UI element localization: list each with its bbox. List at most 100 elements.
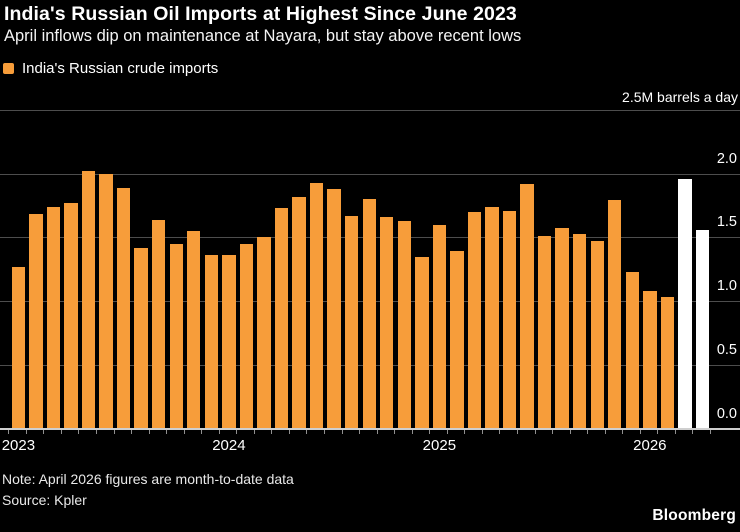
x-tick (359, 429, 361, 434)
x-tick (709, 429, 711, 434)
x-tick (587, 429, 589, 434)
bar-nov-2024 (397, 220, 411, 429)
x-year-label-2023: 2023 (1, 437, 36, 454)
chart-subtitle: April inflows dip on maintenance at Naya… (4, 27, 522, 45)
bar-nov-2025 (608, 200, 622, 429)
bar-dec-2024 (415, 256, 429, 429)
note-text: Note: April 2026 figures are month-to-da… (2, 471, 294, 487)
x-tick (552, 429, 554, 434)
x-tick (271, 429, 273, 434)
source-text: Source: Kpler (2, 492, 87, 508)
bar-sep-2025 (572, 233, 587, 429)
x-tick (43, 429, 45, 434)
x-axis-line (0, 428, 740, 430)
x-tick (394, 429, 396, 434)
bar-jan-2023 (11, 266, 26, 429)
bar-oct-2023 (169, 243, 183, 429)
x-tick (8, 429, 10, 434)
bar-may-2025 (502, 210, 517, 429)
x-tick (25, 429, 27, 434)
chart-title: India's Russian Oil Imports at Highest S… (4, 3, 517, 25)
bar-mar-2023 (46, 206, 61, 429)
y-tick-label-0.5: 0.5 (716, 341, 737, 358)
bloomberg-logo: Bloomberg (652, 507, 736, 524)
x-tick (78, 429, 80, 434)
x-tick (113, 429, 115, 434)
x-tick (166, 429, 168, 434)
bar-jul-2025 (537, 236, 552, 429)
x-tick (692, 429, 694, 434)
x-tick (306, 429, 308, 434)
bar-apr-2024 (274, 208, 289, 429)
y-axis-unit-label: 2.5M barrels a day (622, 89, 738, 105)
legend: India's Russian crude imports (3, 60, 218, 77)
x-tick (604, 429, 606, 434)
x-tick (96, 429, 97, 434)
x-tick (446, 429, 448, 434)
x-tick (131, 429, 133, 434)
bar-jun-2025 (520, 183, 534, 429)
bar-sep-2023 (152, 219, 166, 429)
x-tick (341, 429, 343, 434)
x-tick (60, 429, 62, 434)
bar-apr-2026 (695, 229, 710, 429)
x-tick (376, 429, 378, 434)
bar-jul-2023 (116, 187, 131, 429)
gridline-2.0 (0, 173, 740, 175)
y-tick-label-0.0: 0.0 (716, 405, 737, 422)
bar-aug-2024 (344, 215, 359, 429)
bar-mar-2026 (678, 178, 692, 429)
x-year-label-2025: 2025 (422, 437, 457, 454)
legend-label: India's Russian crude imports (22, 60, 219, 77)
bar-apr-2025 (485, 206, 499, 429)
bar-jan-2024 (222, 255, 236, 429)
x-tick (324, 429, 326, 434)
bar-jan-2026 (643, 290, 657, 429)
x-tick (236, 429, 238, 434)
bar-aug-2025 (555, 228, 569, 429)
bar-aug-2023 (134, 247, 148, 429)
x-tick (481, 429, 483, 434)
legend-swatch-icon (3, 63, 14, 74)
bar-apr-2023 (64, 203, 78, 429)
bar-feb-2025 (450, 251, 464, 429)
bar-may-2024 (292, 196, 306, 429)
x-tick (657, 429, 659, 434)
x-tick (429, 429, 431, 434)
y-tick-label-1.5: 1.5 (716, 214, 737, 231)
bar-oct-2025 (590, 241, 604, 429)
bar-jan-2025 (432, 224, 447, 429)
x-tick (288, 429, 290, 434)
x-tick (622, 429, 624, 434)
x-tick (569, 429, 571, 434)
x-tick (499, 429, 501, 434)
x-tick (464, 429, 466, 434)
x-tick (674, 429, 676, 434)
bar-nov-2023 (187, 231, 201, 429)
bar-mar-2025 (467, 211, 482, 429)
bar-jul-2024 (327, 188, 341, 429)
bar-jun-2024 (309, 182, 324, 429)
y-tick-label-2.0: 2.0 (716, 150, 737, 167)
y-tick-label-1.0: 1.0 (716, 278, 737, 295)
x-tick (218, 429, 220, 434)
bar-sep-2024 (362, 199, 376, 429)
bar-feb-2024 (239, 243, 254, 429)
x-tick (201, 429, 203, 434)
x-tick (148, 429, 150, 434)
bar-may-2023 (81, 171, 96, 429)
x-tick (534, 429, 536, 434)
x-tick (411, 429, 413, 434)
x-year-label-2024: 2024 (212, 437, 246, 454)
bar-feb-2023 (29, 214, 43, 429)
bar-oct-2024 (380, 217, 394, 429)
bar-mar-2024 (257, 237, 271, 429)
bar-feb-2026 (660, 297, 675, 429)
x-tick (639, 429, 641, 434)
bar-dec-2025 (625, 271, 639, 429)
gridline-2.5 (0, 110, 740, 111)
x-tick (183, 429, 185, 434)
x-tick (516, 429, 518, 434)
